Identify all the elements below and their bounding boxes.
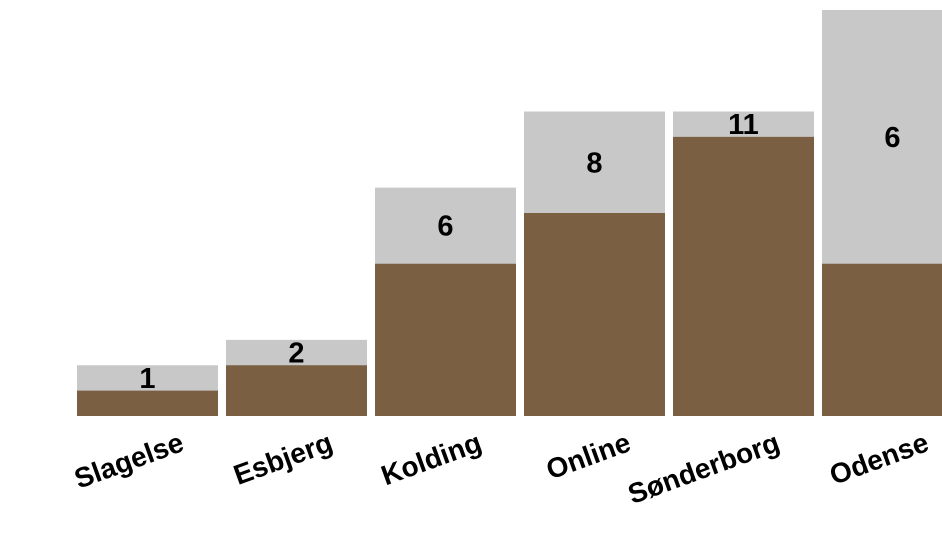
x-tick-label-sønderborg: Sønderborg bbox=[624, 427, 784, 510]
bar-value-online bbox=[524, 213, 665, 416]
data-label-odense: 6 bbox=[884, 122, 900, 154]
bar-value-kolding bbox=[375, 264, 516, 416]
data-label-online: 8 bbox=[586, 147, 602, 179]
bar-value-esbjerg bbox=[226, 365, 367, 416]
x-tick-label-esbjerg: Esbjerg bbox=[229, 427, 336, 491]
data-label-esbjerg: 2 bbox=[288, 338, 304, 370]
data-label-slagelse: 1 bbox=[139, 363, 155, 395]
x-tick-label-odense: Odense bbox=[825, 427, 932, 491]
data-label-kolding: 6 bbox=[437, 211, 453, 243]
data-label-sønderborg: 11 bbox=[728, 109, 759, 141]
x-tick-label-kolding: Kolding bbox=[377, 427, 486, 492]
x-tick-label-online: Online bbox=[542, 427, 634, 486]
x-tick-label-slagelse: Slagelse bbox=[70, 427, 187, 495]
bar-value-odense bbox=[822, 264, 942, 416]
bar-value-sønderborg bbox=[673, 137, 814, 416]
